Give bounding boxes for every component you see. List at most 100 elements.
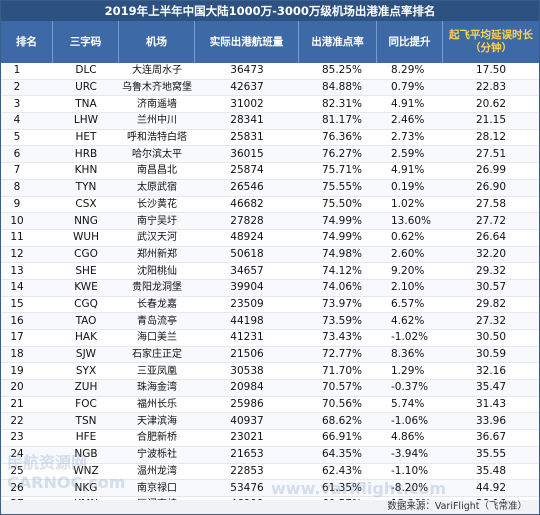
table-row: 23 HFE 合肥新桥 23021 66.91% 4.86% 36.67	[1, 429, 539, 447]
flights-cell: 41231	[195, 329, 299, 347]
delay-cell: 30.50	[443, 329, 539, 347]
rank-cell: 1	[1, 63, 53, 80]
delay-cell: 29.82	[443, 296, 539, 314]
delay-cell: 27.58	[443, 196, 539, 214]
flights-cell: 39904	[195, 279, 299, 297]
lift-cell: 8.29%	[377, 63, 443, 80]
table-row: 12 CGO 郑州新郑 50618 74.98% 2.60% 32.20	[1, 246, 539, 264]
ontime-cell: 74.12%	[299, 262, 377, 280]
airport-cell: 福州长乐	[119, 396, 195, 414]
table-row: 22 TSN 天津滨海 40937 68.62% -1.06% 33.96	[1, 412, 539, 431]
lift-cell: 6.57%	[377, 296, 443, 314]
airport-cell: 长沙黄花	[119, 196, 195, 214]
table-row: 6 HRB 哈尔滨太平 36015 76.27% 2.59% 27.51	[1, 145, 539, 164]
airport-cell: 南宁吴圩	[119, 212, 195, 230]
table-title: 2019年上半年中国大陆1000万-3000万级机场出港准点率排名	[1, 1, 539, 21]
delay-cell: 22.83	[443, 79, 539, 97]
header-ontime: 出港准点率	[299, 21, 377, 63]
lift-cell: 2.46%	[377, 112, 443, 130]
code-cell: NKG	[53, 479, 119, 497]
flights-cell: 34657	[195, 262, 299, 280]
delay-cell: 31.43	[443, 396, 539, 414]
ontime-cell: 66.91%	[299, 429, 377, 447]
code-cell: TSN	[53, 412, 119, 431]
table-row: 20 ZUH 珠海金湾 20984 70.57% -0.37% 35.47	[1, 379, 539, 397]
airport-cell: 石家庄正定	[119, 346, 195, 364]
lift-cell: -1.02%	[377, 329, 443, 347]
ontime-cell: 75.71%	[299, 162, 377, 180]
delay-cell: 35.55	[443, 446, 539, 464]
ontime-cell: 73.59%	[299, 312, 377, 330]
delay-cell: 21.15	[443, 112, 539, 130]
ontime-cell: 61.35%	[299, 479, 377, 497]
delay-cell: 30.59	[443, 346, 539, 364]
code-cell: TNA	[53, 95, 119, 114]
code-cell: SHE	[53, 262, 119, 280]
ontime-cell: 62.43%	[299, 463, 377, 481]
delay-cell: 28.12	[443, 129, 539, 147]
airport-cell: 哈尔滨太平	[119, 145, 195, 164]
code-cell: FOC	[53, 396, 119, 414]
header-delay-line1: 起飞平均延误时长	[449, 29, 533, 41]
rank-cell: 18	[1, 346, 53, 364]
source-text: 数据来源：VariFlight（飞常准）	[387, 501, 527, 512]
code-cell: CSX	[53, 196, 119, 214]
ontime-cell: 74.06%	[299, 279, 377, 297]
lift-cell: 1.02%	[377, 196, 443, 214]
delay-cell: 36.67	[443, 429, 539, 447]
airport-cell: 大连周水子	[119, 63, 195, 80]
code-cell: HRB	[53, 145, 119, 164]
ontime-cell: 70.56%	[299, 396, 377, 414]
airport-cell: 乌鲁木齐地窝堡	[119, 79, 195, 97]
table-row: 24 NGB 宁波栎社 21653 64.35% -3.94% 35.55	[1, 446, 539, 464]
ontime-cell: 68.62%	[299, 412, 377, 431]
flights-cell: 31002	[195, 95, 299, 114]
lift-cell: 4.62%	[377, 312, 443, 330]
table-row: 9 CSX 长沙黄花 46682 75.50% 1.02% 27.58	[1, 196, 539, 214]
code-cell: DLC	[53, 63, 119, 80]
rank-cell: 19	[1, 362, 53, 381]
delay-cell: 30.57	[443, 279, 539, 297]
table-row: 11 WUH 武汉天河 48924 74.99% 0.62% 26.64	[1, 229, 539, 247]
table-row: 17 HAK 海口美兰 41231 73.43% -1.02% 30.50	[1, 329, 539, 347]
ontime-cell: 76.36%	[299, 129, 377, 147]
table-body: 1 DLC 大连周水子 36473 85.25% 8.29% 17.50 2 URC 乌鲁木齐地窝…	[1, 63, 539, 514]
header-lift: 同比提升	[377, 21, 443, 63]
table-row: 21 FOC 福州长乐 25986 70.56% 5.74% 31.43	[1, 396, 539, 414]
code-cell: CGQ	[53, 296, 119, 314]
rank-cell: 8	[1, 179, 53, 197]
rank-cell: 4	[1, 112, 53, 130]
rank-cell: 2	[1, 79, 53, 97]
airport-cell: 南京禄口	[119, 479, 195, 497]
airport-cell: 天津滨海	[119, 412, 195, 431]
flights-cell: 48924	[195, 229, 299, 247]
airport-cell: 宁波栎社	[119, 446, 195, 464]
flights-cell: 22853	[195, 463, 299, 481]
lift-cell: 2.10%	[377, 279, 443, 297]
ontime-cell: 76.27%	[299, 145, 377, 164]
airport-cell: 长春龙嘉	[119, 296, 195, 314]
header-flights: 实际出港航班量	[195, 21, 299, 63]
table-row: 2 URC 乌鲁木齐地窝堡 42637 84.88% 0.79% 22.83	[1, 79, 539, 97]
table-row: 3 TNA 济南遥墙 31002 82.31% 4.91% 20.62	[1, 95, 539, 114]
lift-cell: 1.29%	[377, 362, 443, 381]
lift-cell: 4.86%	[377, 429, 443, 447]
lift-cell: 4.91%	[377, 162, 443, 180]
lift-cell: -0.37%	[377, 379, 443, 397]
ontime-cell: 72.77%	[299, 346, 377, 364]
ontime-cell: 74.98%	[299, 246, 377, 264]
lift-cell: 2.73%	[377, 129, 443, 147]
flights-cell: 53476	[195, 479, 299, 497]
rank-cell: 3	[1, 95, 53, 114]
ontime-cell: 73.97%	[299, 296, 377, 314]
table-row: 18 SJW 石家庄正定 21506 72.77% 8.36% 30.59	[1, 346, 539, 364]
code-cell: NGB	[53, 446, 119, 464]
airport-cell: 太原武宿	[119, 179, 195, 197]
ontime-cell: 81.17%	[299, 112, 377, 130]
rank-cell: 25	[1, 463, 53, 481]
flights-cell: 36015	[195, 145, 299, 164]
ontime-cell: 73.43%	[299, 329, 377, 347]
delay-cell: 26.90	[443, 179, 539, 197]
table-row: 5 HET 呼和浩特白塔 25831 76.36% 2.73% 28.12	[1, 129, 539, 147]
